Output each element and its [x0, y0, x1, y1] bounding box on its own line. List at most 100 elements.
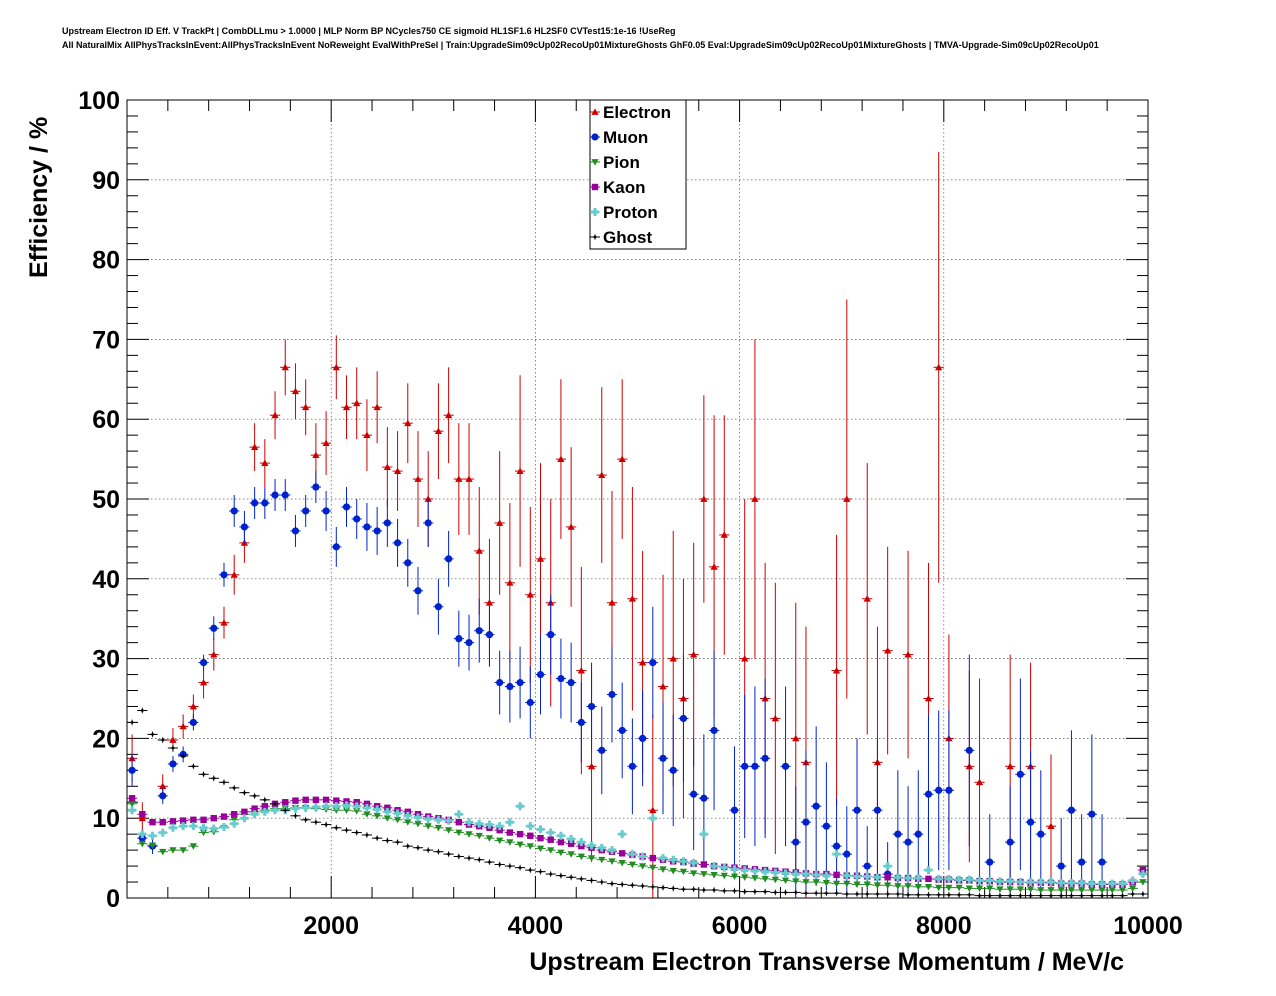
muon-point — [1016, 770, 1024, 778]
ghost-point — [996, 892, 1004, 900]
kaon-point — [618, 850, 626, 857]
proton-point — [761, 867, 770, 876]
proton-point — [189, 822, 198, 831]
electron-point — [475, 547, 483, 554]
kaon-point — [547, 836, 554, 843]
legend-pion-marker — [591, 159, 599, 166]
pion-point — [608, 858, 616, 865]
proton-point — [832, 850, 841, 859]
electron-point — [751, 495, 759, 502]
kaon-point — [261, 803, 269, 810]
ghost-point — [680, 885, 687, 893]
kaon-point — [537, 834, 544, 842]
proton-point — [199, 823, 208, 832]
pion-point — [618, 860, 626, 867]
pion-point — [792, 878, 800, 885]
pion-point — [1078, 887, 1086, 894]
muon-point — [261, 499, 269, 507]
legend-proton-marker — [591, 208, 599, 216]
kaon-point — [149, 818, 156, 826]
ghost-point — [874, 890, 881, 898]
proton-point — [271, 806, 280, 815]
pion-point — [863, 881, 871, 889]
ghost-point — [159, 736, 167, 744]
y-tick-label: 90 — [92, 167, 120, 195]
muon-point — [710, 726, 718, 735]
legend-kaon-marker — [591, 183, 599, 191]
ghost-point — [955, 891, 963, 899]
pion-point — [353, 808, 361, 815]
electron-point — [669, 655, 677, 662]
kaon-point — [649, 854, 657, 862]
kaon-point — [557, 838, 565, 846]
proton-point — [914, 874, 923, 883]
proton-point — [853, 872, 862, 881]
ghost-point — [394, 838, 401, 846]
ghost-point — [200, 770, 207, 778]
proton-point — [669, 855, 678, 864]
pion-point — [914, 883, 922, 891]
pion-point — [884, 882, 892, 889]
muon-point — [873, 806, 882, 814]
pion-point — [853, 881, 861, 889]
proton-point — [1026, 878, 1035, 887]
proton-point — [781, 869, 790, 878]
electron-point — [649, 806, 657, 814]
electron-point — [710, 563, 718, 570]
electron-point — [465, 475, 473, 482]
kaon-point — [455, 818, 463, 826]
muon-point — [169, 760, 177, 768]
legend-muon-marker — [591, 133, 599, 141]
proton-point — [577, 838, 586, 847]
electron-point — [169, 736, 177, 743]
electron-point — [975, 778, 984, 786]
series-ghost — [127, 707, 1148, 900]
ghost-point — [1016, 892, 1024, 900]
proton-point — [1036, 878, 1045, 887]
electron-point — [516, 467, 524, 474]
pion-point — [128, 800, 136, 808]
muon-point — [353, 515, 361, 523]
kaon-point — [312, 796, 320, 804]
pion-point — [363, 811, 371, 818]
pion-point — [639, 863, 647, 870]
electron-point — [843, 495, 851, 502]
legend-proton-label: Proton — [603, 203, 658, 222]
ghost-point — [1027, 892, 1034, 900]
pion-point — [832, 880, 841, 888]
ghost-point — [363, 831, 371, 839]
ghost-point — [322, 821, 330, 828]
proton-point — [475, 819, 484, 828]
electron-point — [690, 651, 698, 658]
proton-point — [219, 822, 228, 831]
ghost-point — [925, 891, 932, 899]
series-pion — [127, 800, 1148, 894]
electron-point — [302, 403, 310, 411]
ghost-point — [271, 800, 279, 808]
x-tick-label: 4000 — [508, 912, 564, 940]
electron-point — [700, 495, 708, 502]
ghost-point — [863, 890, 871, 898]
proton-point — [812, 870, 821, 879]
muon-point — [904, 838, 912, 846]
muon-point — [608, 690, 616, 699]
pion-point — [1016, 886, 1024, 893]
pion-point — [199, 829, 208, 837]
muon-point — [383, 519, 391, 527]
proton-point — [291, 804, 300, 813]
muon-point — [302, 507, 310, 515]
ghost-point — [261, 796, 269, 804]
pion-point — [935, 884, 943, 892]
electron-point — [526, 591, 534, 598]
electron-point — [1006, 762, 1014, 770]
muon-point — [659, 754, 667, 762]
legend-electron-label: Electron — [603, 103, 671, 122]
muon-point — [935, 786, 943, 794]
pion-point — [138, 840, 146, 848]
kaon-point — [169, 818, 177, 825]
pion-point — [690, 870, 698, 877]
ghost-point — [802, 889, 810, 897]
proton-point — [516, 802, 525, 811]
proton-point — [413, 813, 422, 822]
muon-point — [639, 734, 647, 743]
